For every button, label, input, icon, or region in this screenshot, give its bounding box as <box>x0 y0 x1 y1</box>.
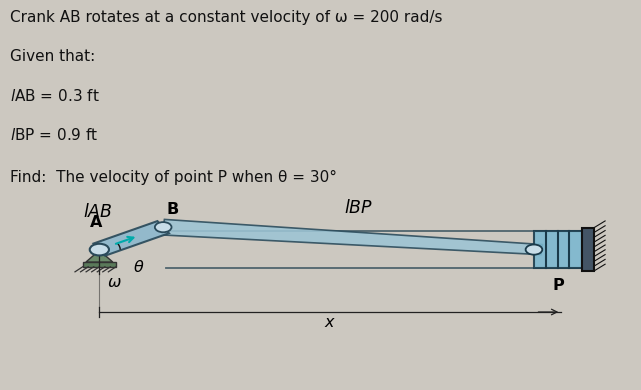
Circle shape <box>155 222 172 232</box>
Polygon shape <box>582 228 594 271</box>
Text: B: B <box>167 202 179 218</box>
Text: A: A <box>90 215 103 230</box>
Text: Find:  The velocity of point P when θ = 30°: Find: The velocity of point P when θ = 3… <box>10 170 337 185</box>
Polygon shape <box>86 250 113 262</box>
Polygon shape <box>83 262 116 267</box>
Text: P: P <box>552 278 564 293</box>
Circle shape <box>526 245 542 255</box>
Text: $\it{\theta}$: $\it{\theta}$ <box>133 259 144 275</box>
Text: $\it{l}$BP = 0.9 ft: $\it{l}$BP = 0.9 ft <box>10 127 98 143</box>
Text: $\it{\omega}$: $\it{\omega}$ <box>107 275 122 290</box>
Polygon shape <box>94 221 169 256</box>
Text: Given that:: Given that: <box>10 49 95 64</box>
Polygon shape <box>162 220 542 255</box>
Text: Crank AB rotates at a constant velocity of ω = 200 rad/s: Crank AB rotates at a constant velocity … <box>10 10 442 25</box>
Polygon shape <box>534 231 582 268</box>
Text: $\it{x}$: $\it{x}$ <box>324 315 337 330</box>
Circle shape <box>90 244 109 255</box>
Text: $\it{l}$BP: $\it{l}$BP <box>344 199 374 217</box>
Text: $\it{l}$AB: $\it{l}$AB <box>83 203 113 221</box>
Text: $\it{l}$AB = 0.3 ft: $\it{l}$AB = 0.3 ft <box>10 88 99 104</box>
